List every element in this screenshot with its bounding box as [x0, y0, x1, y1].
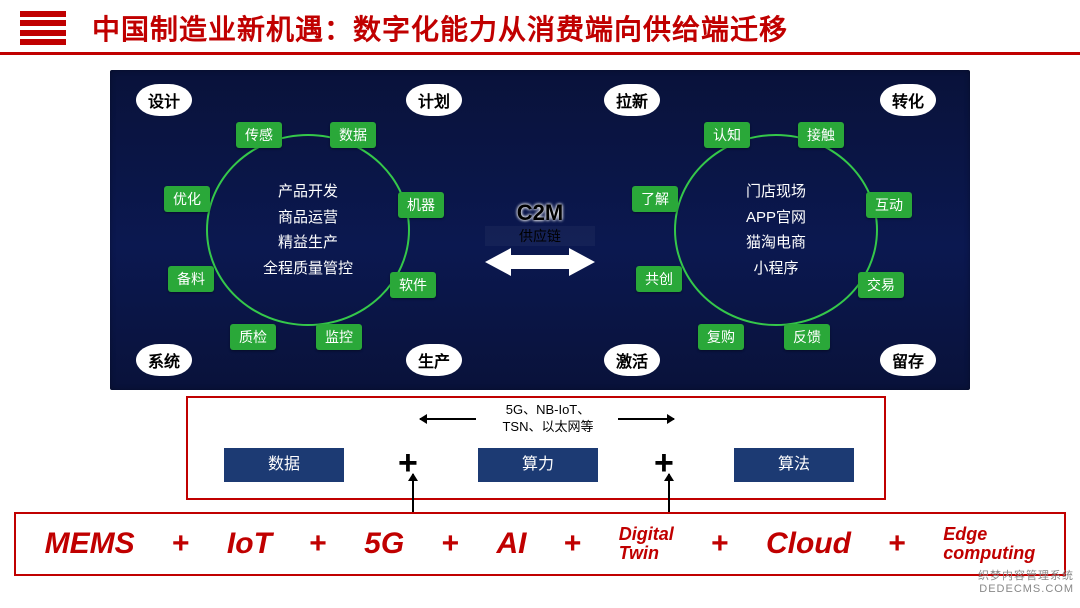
node-cognition: 认知	[704, 122, 750, 148]
node-data: 数据	[330, 122, 376, 148]
node-contact: 接触	[798, 122, 844, 148]
tech-iot: IoT	[227, 527, 272, 561]
plus-icon: +	[172, 527, 190, 561]
tech-cloud: Cloud	[766, 527, 851, 561]
middle-box: 5G、NB-IoT、 TSN、以太网等 数据 + 算力 + 算法	[186, 396, 886, 500]
plus-icon: +	[309, 527, 327, 561]
node-software: 软件	[390, 272, 436, 298]
tech-mems: MEMS	[45, 527, 135, 561]
node-cocreate: 共创	[636, 266, 682, 292]
c2m-sublabel: 供应链	[485, 226, 595, 246]
c2m-center: C2M 供应链	[485, 200, 595, 282]
mid-box-data: 数据	[224, 448, 344, 482]
node-prepare: 备料	[168, 266, 214, 292]
watermark: 织梦内容管理系统 DEDECMS.COM	[978, 570, 1074, 596]
left-cycle-center: 产品开发 商品运营 精益生产 全程质量管控	[263, 179, 353, 281]
right-cycle-center: 门店现场 APP官网 猫淘电商 小程序	[746, 179, 806, 281]
plus-icon: +	[888, 527, 906, 561]
c2m-label: C2M	[485, 200, 595, 226]
node-understand: 了解	[632, 186, 678, 212]
node-qc: 质检	[230, 324, 276, 350]
node-interact: 互动	[866, 192, 912, 218]
node-machine: 机器	[398, 192, 444, 218]
mid-box-algo: 算法	[734, 448, 854, 482]
plus-icon: +	[564, 527, 582, 561]
node-rebuy: 复购	[698, 324, 744, 350]
plus-icon: +	[711, 527, 729, 561]
header: 中国制造业新机遇：数字化能力从消费端向供给端迁移	[0, 0, 1080, 55]
tech-edge: Edge computing	[943, 525, 1035, 563]
tech-digital-twin: Digital Twin	[619, 525, 674, 563]
arrow-right-icon	[618, 418, 674, 420]
right-cycle: 门店现场 APP官网 猫淘电商 小程序 接触 互动 交易 反馈 复购 共创 了解…	[626, 100, 926, 360]
arrow-up-icon	[668, 474, 670, 512]
arrow-up-icon	[412, 474, 414, 512]
tech-5g: 5G	[364, 527, 404, 561]
tech-ai: AI	[496, 527, 526, 561]
node-sensor: 传感	[236, 122, 282, 148]
node-monitor: 监控	[316, 324, 362, 350]
bidirectional-arrow-icon	[485, 248, 595, 282]
mid-tech-text: 5G、NB-IoT、 TSN、以太网等	[478, 402, 618, 436]
node-trade: 交易	[858, 272, 904, 298]
tech-row: MEMS + IoT + 5G + AI + Digital Twin + Cl…	[14, 512, 1066, 576]
arrow-left-icon	[420, 418, 476, 420]
left-cycle: 产品开发 商品运营 精益生产 全程质量管控 数据 机器 软件 监控 质检 备料 …	[158, 100, 458, 360]
header-bars-icon	[20, 11, 66, 45]
node-feedback: 反馈	[784, 324, 830, 350]
plus-icon: +	[442, 527, 460, 561]
mid-box-compute: 算力	[478, 448, 598, 482]
node-optimize: 优化	[164, 186, 210, 212]
dark-panel: 设计 计划 系统 生产 拉新 转化 激活 留存 产品开发 商品运营 精益生产 全…	[110, 70, 970, 390]
page-title: 中国制造业新机遇：数字化能力从消费端向供给端迁移	[92, 8, 788, 48]
